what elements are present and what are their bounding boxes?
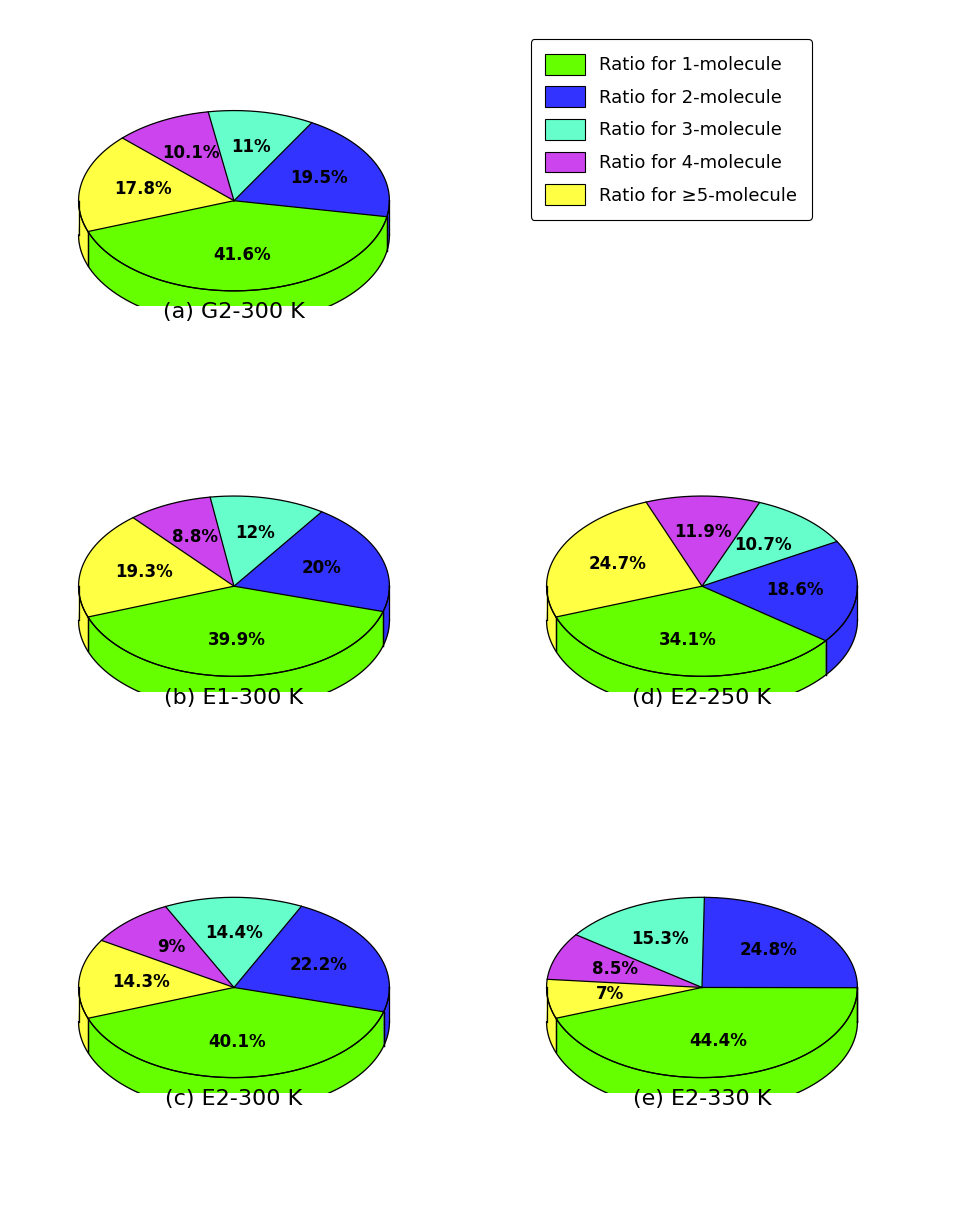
Polygon shape: [556, 586, 826, 676]
Text: 44.4%: 44.4%: [689, 1031, 747, 1049]
Text: 12%: 12%: [235, 524, 275, 542]
Polygon shape: [547, 987, 556, 1053]
Text: (e) E2-330 K: (e) E2-330 K: [633, 1088, 771, 1109]
Polygon shape: [547, 586, 556, 652]
Polygon shape: [79, 987, 88, 1053]
Text: (a) G2-300 K: (a) G2-300 K: [163, 302, 305, 322]
Text: 11%: 11%: [231, 139, 270, 157]
Text: 11.9%: 11.9%: [674, 523, 731, 541]
Polygon shape: [101, 906, 234, 987]
Polygon shape: [79, 530, 389, 710]
Polygon shape: [79, 201, 88, 266]
Polygon shape: [702, 502, 837, 586]
Text: 8.8%: 8.8%: [172, 528, 218, 546]
Polygon shape: [556, 987, 857, 1111]
Polygon shape: [88, 987, 384, 1077]
Text: 40.1%: 40.1%: [209, 1032, 266, 1051]
Text: 8.5%: 8.5%: [592, 959, 638, 978]
Polygon shape: [79, 145, 389, 325]
Text: 7%: 7%: [596, 985, 624, 1003]
Polygon shape: [702, 541, 857, 641]
Polygon shape: [234, 512, 389, 612]
Polygon shape: [556, 617, 826, 710]
Polygon shape: [88, 201, 387, 291]
Polygon shape: [547, 502, 702, 617]
Polygon shape: [79, 940, 234, 1018]
Polygon shape: [166, 897, 301, 987]
Text: 19.5%: 19.5%: [290, 169, 347, 187]
Text: 18.6%: 18.6%: [766, 581, 824, 598]
Text: 41.6%: 41.6%: [214, 246, 271, 264]
Polygon shape: [88, 586, 383, 676]
Polygon shape: [79, 137, 234, 231]
Polygon shape: [88, 216, 387, 325]
Text: 22.2%: 22.2%: [290, 956, 348, 974]
Text: 14.3%: 14.3%: [112, 973, 170, 991]
Polygon shape: [79, 518, 234, 617]
Polygon shape: [79, 931, 389, 1111]
Polygon shape: [547, 931, 857, 1111]
Text: 15.3%: 15.3%: [632, 930, 689, 948]
Polygon shape: [133, 497, 234, 586]
Text: 14.4%: 14.4%: [205, 924, 262, 942]
Text: 9%: 9%: [157, 939, 185, 957]
Polygon shape: [88, 612, 383, 710]
Polygon shape: [88, 1012, 384, 1111]
Text: (c) E2-300 K: (c) E2-300 K: [166, 1088, 302, 1109]
Legend: Ratio for 1-molecule, Ratio for 2-molecule, Ratio for 3-molecule, Ratio for 4-mo: Ratio for 1-molecule, Ratio for 2-molecu…: [530, 39, 812, 220]
Polygon shape: [547, 935, 702, 987]
Polygon shape: [79, 586, 88, 652]
Polygon shape: [387, 201, 389, 250]
Polygon shape: [211, 496, 322, 586]
Text: 24.8%: 24.8%: [740, 940, 798, 958]
Text: 10.1%: 10.1%: [162, 143, 219, 162]
Polygon shape: [826, 586, 857, 675]
Polygon shape: [556, 987, 857, 1077]
Polygon shape: [384, 987, 389, 1046]
Text: (d) E2-250 K: (d) E2-250 K: [633, 687, 771, 708]
Text: 24.7%: 24.7%: [588, 554, 646, 573]
Text: 19.3%: 19.3%: [115, 563, 173, 581]
Text: 39.9%: 39.9%: [208, 631, 266, 649]
Polygon shape: [646, 496, 760, 586]
Polygon shape: [383, 586, 389, 646]
Text: 17.8%: 17.8%: [114, 180, 172, 198]
Polygon shape: [209, 111, 312, 201]
Polygon shape: [234, 123, 389, 216]
Polygon shape: [702, 897, 857, 987]
Text: (b) E1-300 K: (b) E1-300 K: [165, 687, 303, 708]
Polygon shape: [547, 979, 702, 1018]
Polygon shape: [234, 906, 389, 1012]
Polygon shape: [547, 530, 857, 710]
Text: 10.7%: 10.7%: [734, 536, 792, 554]
Text: 34.1%: 34.1%: [659, 631, 717, 648]
Polygon shape: [122, 112, 234, 201]
Text: 20%: 20%: [302, 559, 341, 578]
Polygon shape: [576, 897, 704, 987]
